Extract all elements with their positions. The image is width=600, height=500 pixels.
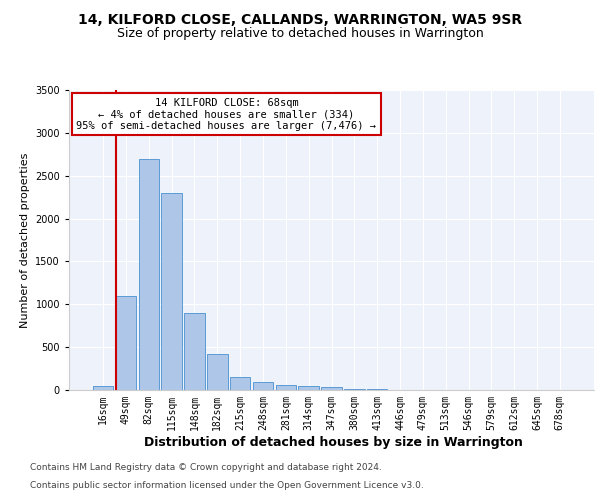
Text: Size of property relative to detached houses in Warrington: Size of property relative to detached ho… [116, 28, 484, 40]
Bar [184, 313, 205, 390]
Bar [93, 386, 113, 390]
Y-axis label: Number of detached properties: Number of detached properties [20, 152, 29, 328]
Bar [161, 193, 182, 390]
Text: 14 KILFORD CLOSE: 68sqm
← 4% of detached houses are smaller (334)
95% of semi-de: 14 KILFORD CLOSE: 68sqm ← 4% of detached… [77, 98, 377, 130]
Bar [298, 386, 319, 390]
Bar [116, 296, 136, 390]
Text: Contains public sector information licensed under the Open Government Licence v3: Contains public sector information licen… [30, 481, 424, 490]
Text: Contains HM Land Registry data © Crown copyright and database right 2024.: Contains HM Land Registry data © Crown c… [30, 464, 382, 472]
Bar [321, 387, 342, 390]
Text: Distribution of detached houses by size in Warrington: Distribution of detached houses by size … [143, 436, 523, 449]
Bar [253, 382, 273, 390]
Text: 14, KILFORD CLOSE, CALLANDS, WARRINGTON, WA5 9SR: 14, KILFORD CLOSE, CALLANDS, WARRINGTON,… [78, 12, 522, 26]
Bar [207, 354, 227, 390]
Bar [344, 389, 365, 390]
Bar [275, 386, 296, 390]
Bar [230, 376, 250, 390]
Bar [139, 158, 159, 390]
